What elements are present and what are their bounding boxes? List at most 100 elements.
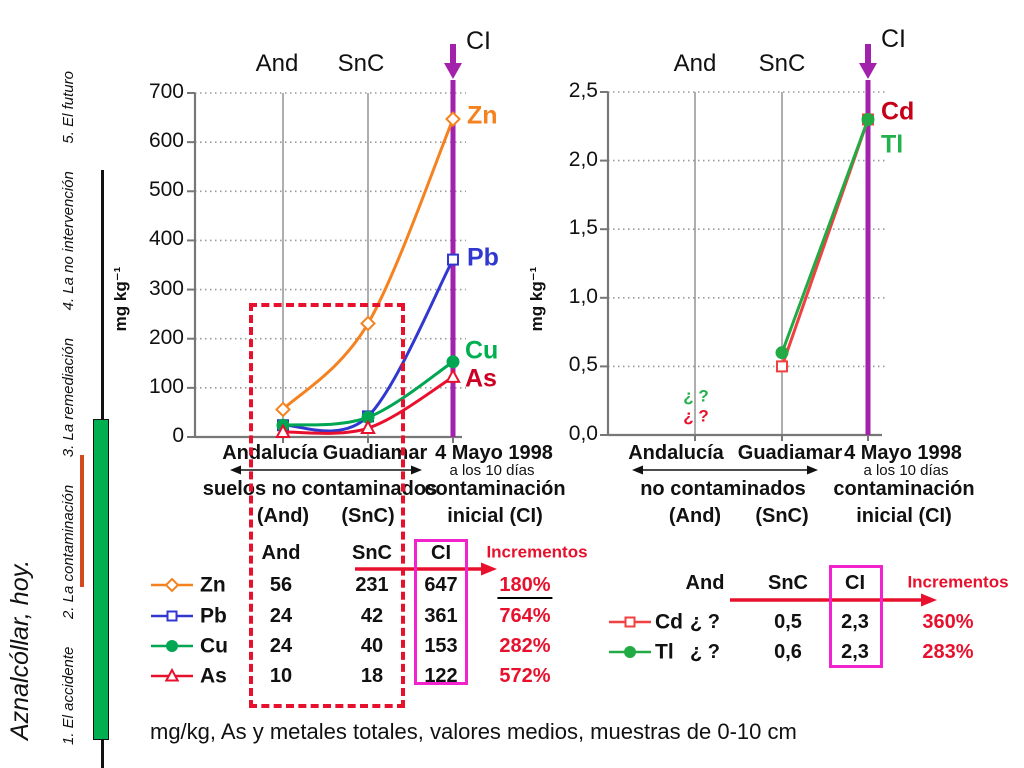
increment-value: 360% [922, 611, 974, 633]
and-code-label: (And) [668, 505, 722, 527]
triangle-marker [275, 423, 291, 438]
table-row-label-Zn: Zn [200, 573, 226, 597]
x-category-label: 4 Mayo 1998 [844, 442, 962, 464]
figure-caption: mg/kg, As y metales totales, valores med… [150, 719, 797, 744]
ci-date-note: a los 10 días [863, 461, 949, 479]
ci-arrow-head [444, 63, 462, 79]
square-marker [166, 610, 178, 622]
circle-marker [861, 112, 875, 126]
ci-caption-line2: inicial (CI) [856, 505, 952, 527]
triangle-marker [445, 368, 461, 383]
ci-arrow-head [859, 63, 877, 79]
table-cell: 122 [424, 665, 458, 687]
series-line-Tl [780, 117, 870, 355]
ci-caption-line2: inicial (CI) [447, 505, 543, 527]
table-header-incrementos: Incrementos [486, 542, 588, 562]
legend-symbol-Pb [151, 610, 193, 622]
table-row-label-Cu: Cu [200, 634, 228, 658]
and-code-label: (And) [256, 505, 310, 527]
table-cell: 361 [424, 605, 458, 627]
column-header: And [673, 49, 717, 77]
table-cell-incremento: 360% [922, 611, 973, 633]
y-tick-label: 1,0 [568, 284, 598, 308]
table-cell: 40 [360, 635, 384, 657]
series-label-Cd: Cd [881, 97, 915, 126]
increment-value: 283% [922, 641, 974, 663]
uncontaminated-group-label: suelos no contaminados [202, 478, 438, 500]
table-cell-incremento: 282% [499, 635, 550, 657]
y-tick-label: 300 [148, 276, 184, 300]
table-cell: 2,3 [841, 641, 869, 663]
table-header-incrementos: Incrementos [907, 572, 1009, 592]
increment-value: 282% [499, 635, 551, 657]
table-header-SnC: SnC [352, 542, 392, 564]
table-row-label-Cd: Cd [655, 610, 683, 634]
triangle-marker [164, 667, 180, 682]
column-header: SnC [337, 49, 385, 77]
table-cell: 10 [269, 665, 293, 687]
x-category-label: Andalucía [628, 442, 724, 464]
range-arrow-right-head [411, 465, 422, 475]
series-label-Cu: Cu [465, 336, 499, 365]
range-arrow-right-head [807, 465, 818, 475]
table-cell: ¿ ? [690, 611, 720, 633]
ci-date-note: a los 10 días [449, 461, 535, 479]
y-tick-label: 100 [148, 374, 184, 398]
series-label-Zn: Zn [467, 101, 498, 130]
sidebar-current-section-marker [80, 455, 84, 587]
range-arrow-left-head [230, 465, 241, 475]
y-axis-label: mg kg⁻¹ [527, 266, 546, 332]
increment-value: 764% [499, 605, 551, 627]
ci-caption-line1: contaminación [833, 478, 975, 500]
x-category-label: 4 Mayo 1998 [435, 442, 553, 464]
y-tick-label: 600 [148, 129, 184, 153]
table-cell-incremento: 764% [499, 605, 550, 627]
y-tick-label: 2,5 [568, 79, 598, 102]
sidebar-progress-bar [93, 419, 109, 740]
table-row-label-As: As [200, 664, 227, 688]
snc-code-label: (SnC) [341, 505, 395, 527]
y-tick-label: 200 [148, 325, 184, 349]
series-label-Pb: Pb [467, 243, 499, 272]
increment-arrow-head [481, 562, 497, 576]
table-cell: 2,3 [841, 611, 869, 633]
table-cell: 0,6 [774, 641, 802, 663]
table-cell: 0,5 [774, 611, 802, 633]
triangle-marker [360, 419, 376, 435]
diamond-marker [275, 401, 291, 418]
circle-marker [775, 346, 789, 360]
y-tick-label: 400 [148, 227, 184, 251]
y-tick-label: 700 [148, 80, 184, 103]
table-header-CI: CI [431, 542, 451, 564]
legend-symbol-As [151, 667, 193, 682]
ci-column-highlight-box-right [829, 565, 883, 668]
ci-caption-line1: contaminación [424, 478, 566, 500]
circle-marker [624, 646, 636, 658]
series-line-Zn [281, 117, 455, 411]
table-cell: 24 [269, 605, 293, 627]
diamond-marker [164, 577, 180, 593]
ci-arrow-shaft [865, 44, 871, 65]
legend-symbol-Cu [151, 640, 193, 652]
table-cell: 42 [360, 605, 384, 627]
y-axis-label: mg kg⁻¹ [111, 266, 130, 332]
increment-arrow-head [921, 593, 937, 607]
increment-value: 572% [499, 665, 551, 687]
table-cell: 56 [269, 574, 293, 596]
table-header-SnC: SnC [768, 572, 808, 594]
y-tick-label: 1,5 [568, 216, 598, 240]
column-header: SnC [758, 49, 806, 77]
table-cell: 153 [424, 635, 458, 657]
series-label-As: As [465, 364, 497, 393]
y-tick-label: 500 [148, 178, 184, 202]
column-header: And [255, 49, 299, 77]
ci-top-label: CI [466, 27, 491, 55]
table-header-CI: CI [845, 572, 865, 594]
ci-column-highlight-box-left [414, 539, 468, 685]
unknown-value-mark: ¿ ? [683, 406, 709, 426]
series-label-Tl: Tl [881, 130, 904, 159]
table-cell-incremento: 572% [499, 665, 550, 687]
table-cell: 24 [269, 635, 293, 657]
ci-top-label: CI [881, 25, 906, 53]
